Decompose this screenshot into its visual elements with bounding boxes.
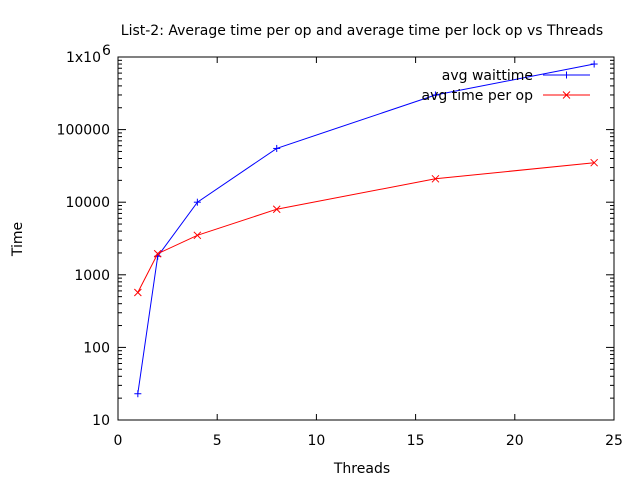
data-point xyxy=(193,231,202,240)
y-axis-label: Time xyxy=(10,222,26,257)
y-tick-label: 10 xyxy=(92,413,110,429)
legend-marker xyxy=(563,71,570,79)
legend-entry-0: avg waittime xyxy=(442,68,590,84)
y-tick-label-top: 1x10 xyxy=(66,50,101,66)
series-1 xyxy=(133,158,599,297)
x-tick-label: 15 xyxy=(407,433,425,449)
legend-marker xyxy=(562,91,571,99)
axis-labels: List-2: Average time per op and average … xyxy=(10,23,603,477)
y-tick-label-exponent: 6 xyxy=(102,43,111,59)
plot-border xyxy=(117,56,615,421)
series-line xyxy=(137,162,595,293)
y-tick-label: 100000 xyxy=(57,123,110,139)
marker-stroke xyxy=(133,288,142,297)
data-point xyxy=(590,60,598,68)
axis-ticks: 0 5 10 15 20 25 10 100 1000 10000 100000 1x10 6 xyxy=(57,43,623,449)
data-point xyxy=(273,144,281,152)
data-point xyxy=(153,249,162,258)
legend-entry-1: avg time per op xyxy=(422,88,590,104)
data-point xyxy=(431,174,440,183)
x-tick-label: 5 xyxy=(213,433,222,449)
x-axis-label: Threads xyxy=(333,461,390,477)
marker-stroke xyxy=(431,174,440,183)
legend-label: avg waittime xyxy=(442,68,533,84)
y-tick-label: 10000 xyxy=(65,195,110,211)
series-0 xyxy=(134,60,598,398)
plot-frame xyxy=(117,56,615,421)
x-tick-label: 10 xyxy=(307,433,325,449)
marker-stroke xyxy=(193,231,202,240)
legend-label: avg time per op xyxy=(422,88,534,104)
marker-stroke xyxy=(590,158,599,167)
series-line xyxy=(137,63,595,394)
data-point xyxy=(272,205,281,214)
data-point xyxy=(193,198,201,206)
marker-stroke xyxy=(153,249,162,258)
legend: avg waittime avg time per op xyxy=(422,68,590,104)
y-tick-label: 1000 xyxy=(74,268,110,284)
data-point xyxy=(134,390,142,398)
chart-title: List-2: Average time per op and average … xyxy=(121,23,603,39)
x-tick-label: 25 xyxy=(605,433,623,449)
data-point xyxy=(431,91,439,99)
data-point xyxy=(133,288,142,297)
y-tick-label: 100 xyxy=(83,340,110,356)
x-tick-label: 0 xyxy=(114,433,123,449)
series-group xyxy=(133,60,599,398)
marker-stroke xyxy=(562,91,571,99)
data-point xyxy=(590,158,599,167)
marker-stroke xyxy=(272,205,281,214)
x-tick-label: 20 xyxy=(506,433,524,449)
